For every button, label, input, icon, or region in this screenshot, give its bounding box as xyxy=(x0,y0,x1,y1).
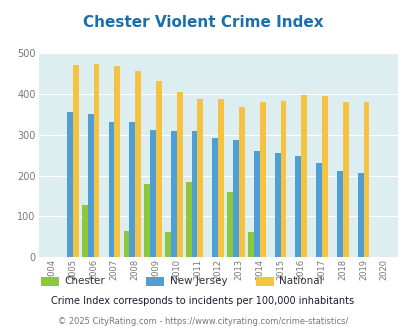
Text: Crime Index corresponds to incidents per 100,000 inhabitants: Crime Index corresponds to incidents per… xyxy=(51,296,354,306)
Text: © 2025 CityRating.com - https://www.cityrating.com/crime-statistics/: © 2025 CityRating.com - https://www.city… xyxy=(58,317,347,326)
Text: Chester Violent Crime Index: Chester Violent Crime Index xyxy=(83,15,322,30)
Bar xyxy=(212,138,218,257)
Bar xyxy=(259,102,265,257)
Bar xyxy=(227,192,232,257)
Bar xyxy=(150,130,156,257)
Bar xyxy=(114,66,120,257)
Bar xyxy=(94,64,99,257)
Bar xyxy=(301,94,306,257)
Bar xyxy=(239,107,244,257)
Bar xyxy=(123,231,129,257)
Text: Chester: Chester xyxy=(64,277,104,286)
Text: National: National xyxy=(279,277,322,286)
Bar xyxy=(357,173,363,257)
Text: New Jersey: New Jersey xyxy=(169,277,227,286)
Bar xyxy=(176,92,182,257)
Bar xyxy=(82,206,87,257)
Bar xyxy=(156,81,161,257)
Bar xyxy=(336,171,342,257)
Bar xyxy=(247,232,253,257)
Bar xyxy=(144,184,150,257)
Bar xyxy=(232,140,239,257)
Bar xyxy=(165,232,171,257)
Bar xyxy=(185,182,191,257)
Bar xyxy=(87,114,94,257)
Bar xyxy=(197,99,203,257)
Bar xyxy=(342,102,348,257)
Bar xyxy=(72,65,79,257)
Bar xyxy=(280,101,286,257)
Bar xyxy=(171,131,176,257)
Bar xyxy=(321,96,327,257)
Bar xyxy=(253,150,259,257)
Bar xyxy=(191,131,197,257)
Bar xyxy=(274,153,280,257)
Bar xyxy=(363,102,369,257)
Bar xyxy=(218,99,224,257)
Bar xyxy=(315,163,321,257)
Bar xyxy=(129,122,135,257)
Bar xyxy=(295,156,301,257)
Bar xyxy=(67,112,72,257)
Bar xyxy=(108,122,114,257)
Bar xyxy=(135,71,141,257)
